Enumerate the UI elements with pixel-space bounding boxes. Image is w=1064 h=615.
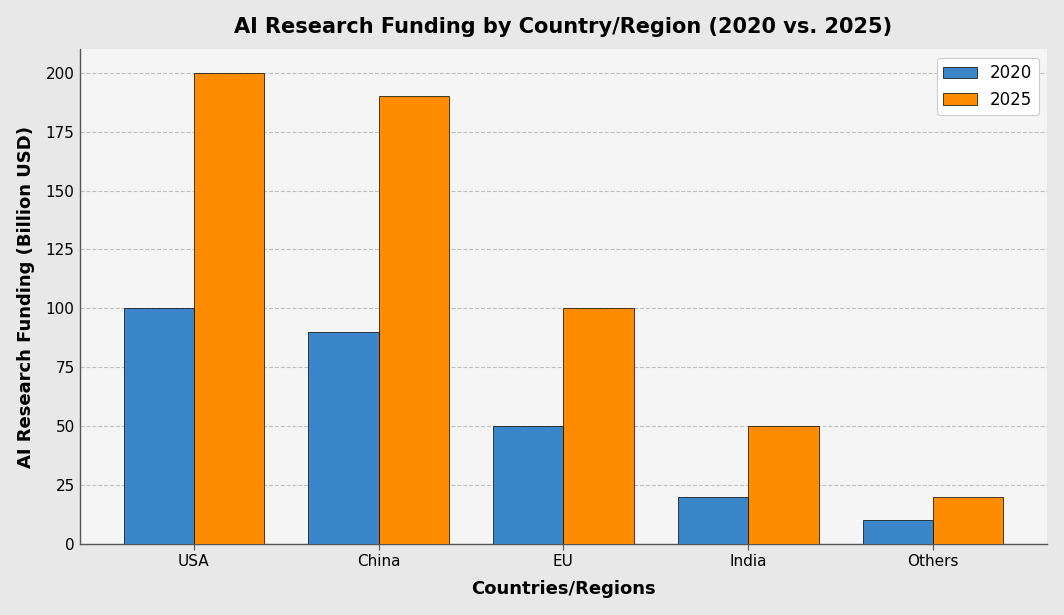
Bar [933, 497, 1003, 544]
Bar [494, 426, 564, 544]
Y-axis label: AI Research Funding (Billion USD): AI Research Funding (Billion USD) [17, 125, 35, 467]
Bar [123, 308, 194, 544]
Bar [863, 520, 933, 544]
Bar [564, 308, 634, 544]
Bar [379, 97, 449, 544]
Title: AI Research Funding by Country/Region (2020 vs. 2025): AI Research Funding by Country/Region (2… [234, 17, 893, 37]
Legend: 2020, 2025: 2020, 2025 [936, 58, 1040, 116]
Bar [678, 497, 748, 544]
X-axis label: Countries/Regions: Countries/Regions [471, 581, 655, 598]
Bar [748, 426, 818, 544]
Bar [194, 73, 264, 544]
Bar [309, 332, 379, 544]
